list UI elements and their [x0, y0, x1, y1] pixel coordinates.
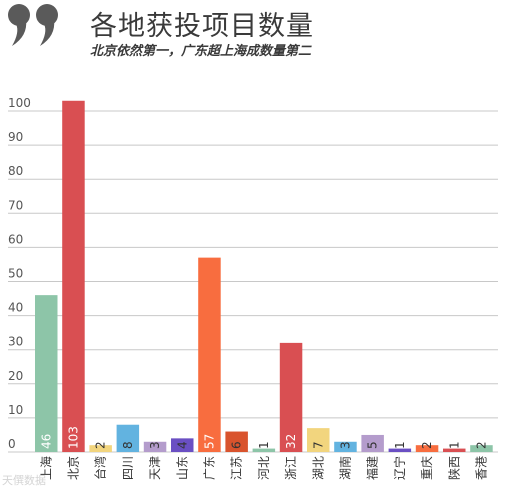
bar	[388, 448, 412, 452]
bar	[470, 445, 493, 452]
category-label: 山东	[175, 456, 189, 480]
category-label: 广东	[202, 456, 216, 480]
bar-labels: 46 上海 103 北京 2 台湾 8 四川 3 天津 4 山东 57 广东 6 江苏 1 河北 32 浙江 7 湖北 3 湖…	[38, 426, 488, 480]
category-label: 湖北	[310, 456, 325, 480]
y-tick-label: 70	[8, 198, 23, 212]
bar	[252, 448, 276, 452]
bar	[62, 100, 85, 453]
category-label: 江苏	[230, 456, 244, 480]
category-label: 四川	[121, 456, 135, 480]
y-tick-label: 0	[8, 437, 16, 451]
category-label: 天津	[148, 456, 162, 480]
value-label: 103	[66, 426, 80, 449]
value-label: 1	[393, 441, 407, 449]
chart-title: 各地获投项目数量	[90, 11, 314, 42]
category-label: 陕西	[446, 456, 461, 480]
value-label: 2	[94, 441, 108, 449]
y-tick-label: 100	[8, 96, 31, 110]
bar	[334, 441, 357, 452]
y-tick-label: 80	[8, 164, 23, 178]
y-tick-label: 10	[8, 403, 23, 417]
bar	[116, 424, 140, 452]
bar	[361, 434, 384, 452]
bar	[198, 257, 221, 452]
category-label: 福建	[365, 456, 380, 480]
value-label: 46	[39, 434, 53, 449]
bars	[35, 100, 493, 453]
value-label: 5	[366, 441, 380, 449]
value-label: 1	[447, 441, 461, 449]
category-label: 香港	[474, 456, 488, 480]
value-label: 1	[257, 441, 271, 449]
category-label: 辽宁	[392, 456, 407, 480]
category-label: 台湾	[93, 456, 108, 480]
y-tick-label: 40	[8, 301, 23, 315]
y-tick-label: 30	[8, 335, 23, 349]
bar	[443, 448, 466, 452]
category-label: 重庆	[420, 456, 434, 480]
category-label: 河北	[257, 456, 271, 480]
bar	[415, 445, 439, 452]
bar	[279, 342, 303, 452]
value-label: 2	[474, 441, 488, 449]
value-label: 2	[420, 441, 434, 449]
y-tick-label: 60	[8, 232, 23, 246]
value-label: 3	[338, 441, 352, 449]
value-label: 7	[311, 441, 325, 449]
bar	[35, 295, 58, 452]
category-label: 湖南	[337, 456, 352, 480]
value-label: 6	[230, 441, 244, 449]
y-tick-label: 20	[8, 369, 23, 383]
value-label: 57	[202, 434, 216, 449]
y-tick-label: 90	[8, 130, 23, 144]
value-label: 8	[121, 441, 135, 449]
value-label: 3	[148, 441, 162, 449]
bar	[89, 445, 112, 452]
value-label: 4	[175, 441, 189, 449]
quote-icon	[8, 4, 58, 46]
category-label: 上海	[38, 456, 53, 480]
bar	[307, 428, 330, 452]
y-tick-label: 50	[8, 267, 23, 281]
bar	[225, 431, 248, 452]
value-label: 32	[284, 434, 298, 449]
chart-subtitle: 北京依然第一，广东超上海成数量第二	[90, 44, 312, 59]
bar	[143, 441, 167, 452]
watermark: 天僎数据	[2, 474, 46, 487]
category-label: 北京	[66, 456, 80, 480]
bar	[171, 438, 194, 452]
category-label: 浙江	[284, 456, 298, 480]
